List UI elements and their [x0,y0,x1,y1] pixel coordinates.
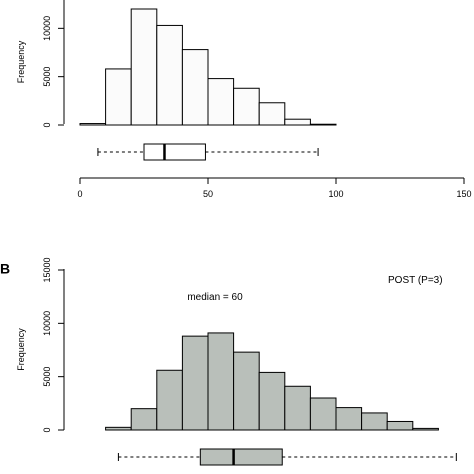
histogram-bar [258,371,286,431]
histogram-bar [79,123,107,126]
annotation-1: median = 60 [187,292,243,303]
histogram-bar [207,332,235,431]
panel-letter: B [0,261,10,277]
y-tick-label: 5000 [42,67,52,87]
y-axis-label: Frequency [16,328,26,371]
histogram-bar [181,335,209,431]
y-tick-label: 10000 [42,311,52,336]
histogram-bar [233,87,260,126]
histogram-bar [181,49,209,126]
histogram-bar [233,351,260,431]
y-tick-label: 5000 [42,367,52,387]
annotation-2: POST (P=3) [388,275,443,286]
y-tick-label: 10000 [42,16,52,41]
y-tick-label: 0 [42,122,52,127]
histogram-bar [258,102,286,126]
boxplot-box [199,448,283,466]
histogram-bar [207,78,235,126]
histogram-bar [284,118,311,126]
boxplot-box [143,143,206,161]
histogram-bar [412,427,439,431]
histogram-bar [335,407,363,431]
panel-1: 0 5000 10000 Frequency 0 50 100 150 [16,0,472,199]
histogram-bar [130,8,158,126]
histogram-bar [361,412,388,431]
x-tick-label: 50 [203,189,213,199]
x-tick-label: 100 [328,189,343,199]
y-axis-label: Frequency [16,40,26,83]
panel-2: B 0 5000 10000 15000 Frequency median = 60 POST… [0,257,457,466]
y-tick-label: 15000 [42,257,52,282]
x-tick-label: 150 [456,189,471,199]
histogram-bar [386,420,414,431]
histogram-bar [130,408,158,431]
histogram-bar [105,68,132,126]
histogram-bar [105,426,132,431]
histogram-bar [156,369,183,431]
histogram-bar [309,397,337,431]
histogram-bar [284,385,311,431]
y-tick-label: 0 [42,427,52,432]
histogram-bar [309,123,337,126]
x-tick-label: 0 [77,189,82,199]
histogram-bar [156,24,183,126]
